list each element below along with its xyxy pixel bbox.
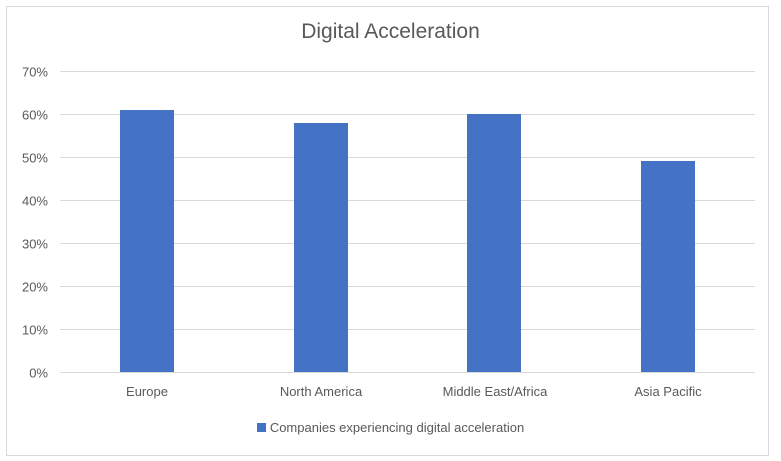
y-tick-label: 50%	[21, 150, 48, 166]
bar-europe[interactable]	[120, 110, 174, 372]
x-tick-label: North America	[279, 384, 363, 399]
x-tick-label: Europe	[126, 384, 168, 399]
y-tick-label: 10%	[21, 322, 48, 338]
legend-label: Companies experiencing digital accelerat…	[269, 420, 525, 435]
y-tick-label: 60%	[21, 107, 48, 123]
gridline	[60, 114, 755, 115]
x-tick-label: Middle East/Africa	[442, 384, 548, 399]
bar-asia-pacific[interactable]	[641, 161, 695, 372]
y-tick-label: 20%	[21, 279, 48, 295]
gridline	[60, 157, 755, 158]
chart-title: Digital Acceleration	[301, 20, 480, 43]
bar-north-america[interactable]	[294, 123, 348, 372]
legend-swatch-icon	[256, 423, 266, 432]
x-tick-label: Asia Pacific	[634, 384, 702, 399]
gridline	[60, 200, 755, 201]
y-tick-label: 30%	[21, 236, 48, 252]
gridline	[60, 329, 755, 330]
y-tick-label: 70%	[21, 64, 48, 80]
legend: Companies experiencing digital accelerat…	[0, 420, 781, 435]
y-tick-label: 40%	[21, 193, 48, 209]
gridline	[60, 243, 755, 244]
gridline	[60, 71, 755, 72]
gridline	[60, 286, 755, 287]
y-tick-label: 0%	[29, 365, 48, 381]
bar-middle-east-africa[interactable]	[467, 114, 521, 372]
gridline	[60, 372, 755, 373]
